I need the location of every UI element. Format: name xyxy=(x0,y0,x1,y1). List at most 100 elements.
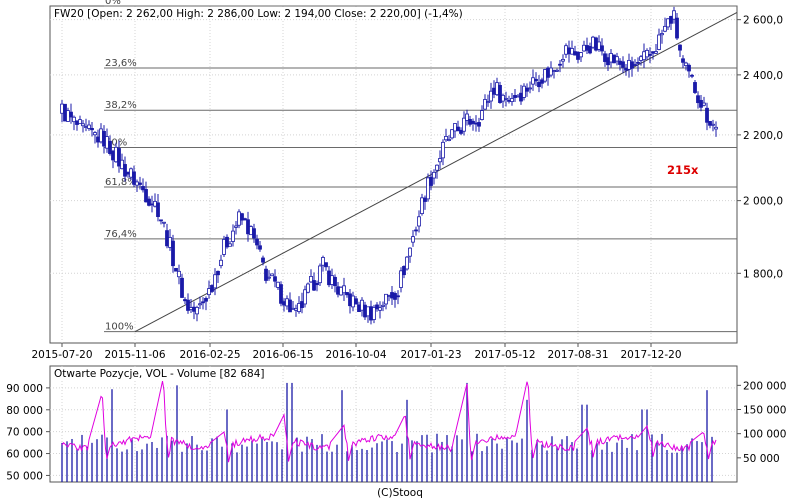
candle-body xyxy=(285,298,289,307)
candle-body xyxy=(468,119,472,125)
candle-body xyxy=(639,56,643,61)
candle-body xyxy=(216,270,220,276)
candle-body xyxy=(429,176,433,186)
candle-body xyxy=(249,226,253,236)
candle-body xyxy=(408,247,412,257)
candle-body xyxy=(246,219,250,235)
candle-body xyxy=(549,67,553,76)
candle-body xyxy=(588,46,592,54)
candle-body xyxy=(105,136,109,149)
candle-body xyxy=(678,44,682,51)
candle-body xyxy=(573,51,577,56)
candle-body xyxy=(195,306,199,315)
candle-body xyxy=(486,101,490,104)
candle-body xyxy=(477,122,481,127)
candle-body xyxy=(387,295,391,297)
candle-body xyxy=(579,52,583,58)
candle-body xyxy=(504,97,508,100)
candle-body xyxy=(540,79,544,84)
candle-body xyxy=(138,182,142,185)
price-chart-title: FW20 [Open: 2 262,00 High: 2 286,00 Low:… xyxy=(54,8,463,20)
open-interest-tick-label: 70 000 xyxy=(6,427,43,439)
date-tick-label: 2017-01-23 xyxy=(400,349,461,361)
candle-body xyxy=(471,120,475,124)
candle-body xyxy=(291,307,295,310)
candle-body xyxy=(522,85,526,98)
candle-body xyxy=(324,262,328,268)
candle-body xyxy=(567,47,571,55)
candle-body xyxy=(111,150,115,161)
candle-body xyxy=(465,113,469,121)
candle-body xyxy=(261,257,265,263)
candle-body xyxy=(354,298,358,305)
candle-body xyxy=(621,61,625,68)
date-tick-label: 2015-07-20 xyxy=(31,349,92,361)
candle-body xyxy=(498,84,502,103)
candle-body xyxy=(78,119,82,125)
candle-body xyxy=(243,218,247,221)
candle-body xyxy=(135,181,139,186)
candle-body xyxy=(225,236,229,248)
date-tick-label: 2016-10-04 xyxy=(325,349,386,361)
candle-body xyxy=(336,286,340,295)
candle-body xyxy=(441,141,445,159)
volume-panel: Otwarte Pozycje, VOL - Volume [82 684] 9… xyxy=(6,365,786,483)
candle-body xyxy=(366,306,370,317)
candle-body xyxy=(342,285,346,294)
candle-body xyxy=(117,148,121,167)
candle-body xyxy=(108,140,112,154)
open-interest-tick-label: 50 000 xyxy=(6,470,43,482)
candle-body xyxy=(654,51,658,54)
candle-body xyxy=(537,82,541,88)
candle-body xyxy=(711,123,715,126)
candle-body xyxy=(474,122,478,125)
candle-body xyxy=(228,243,232,247)
candle-body xyxy=(708,121,712,126)
candle-body xyxy=(525,87,529,92)
price-tick-label: 2 000,0 xyxy=(743,196,783,208)
candle-body xyxy=(339,286,343,296)
volume-bars xyxy=(61,382,713,482)
lower-title-backdrop xyxy=(51,367,251,379)
candle-body xyxy=(600,45,604,52)
annotation-label: 215x xyxy=(667,163,699,177)
candle-body xyxy=(288,299,292,313)
date-x-axis: 2015-07-20 2015-11-06 2016-02-25 2016-06-15… xyxy=(31,343,682,361)
candle-body xyxy=(417,216,421,227)
candle-body xyxy=(642,51,646,61)
candle-body xyxy=(582,44,586,52)
candle-body xyxy=(585,45,589,51)
open-interest-y-axis: 90 000 80 000 70 000 60 000 50 000 xyxy=(6,383,50,482)
price-tick-label: 2 600,0 xyxy=(743,15,783,27)
price-tick-label: 1 800,0 xyxy=(743,268,783,280)
candle-body xyxy=(681,58,685,63)
candle-body xyxy=(378,307,382,311)
candle-body xyxy=(294,308,298,311)
open-interest-tick-label: 90 000 xyxy=(6,383,43,395)
candle-body xyxy=(690,74,694,77)
candle-body xyxy=(552,70,556,72)
candle-body xyxy=(618,60,622,65)
candle-body xyxy=(207,288,211,296)
candle-body xyxy=(102,131,106,147)
title-backdrop xyxy=(51,7,476,19)
candle-body xyxy=(693,82,697,93)
candle-body xyxy=(414,229,418,232)
candle-body xyxy=(150,203,154,206)
candle-body xyxy=(360,299,364,311)
candle-body xyxy=(192,306,196,312)
candle-body xyxy=(60,103,64,114)
fibonacci-label: 23,6% xyxy=(105,58,137,69)
candle-body xyxy=(534,78,538,82)
candle-body xyxy=(189,307,193,310)
candle-body xyxy=(432,171,436,179)
candle-body xyxy=(699,99,703,108)
candle-body xyxy=(81,123,85,127)
fibonacci-label: 76,4% xyxy=(105,229,137,240)
candle-body xyxy=(507,99,511,102)
candle-body xyxy=(210,285,214,292)
candle-body xyxy=(114,146,118,163)
candle-body xyxy=(657,34,661,50)
candle-body xyxy=(609,53,613,63)
candle-body xyxy=(75,120,79,125)
